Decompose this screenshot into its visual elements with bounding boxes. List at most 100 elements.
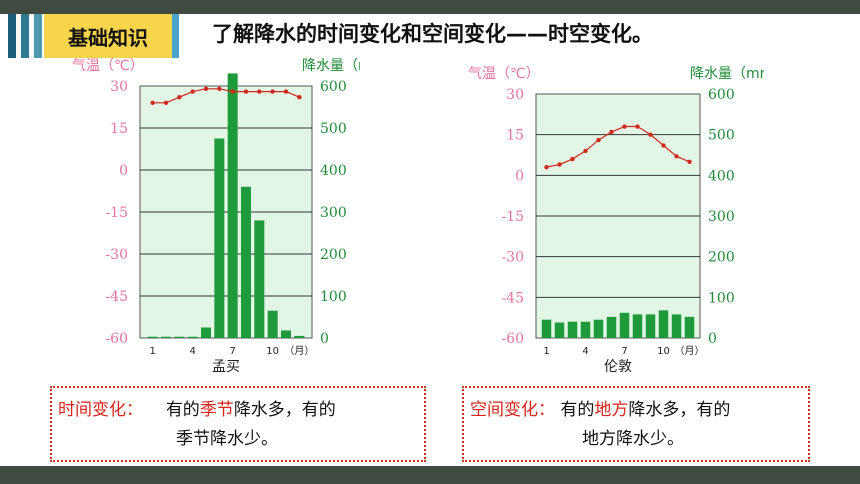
x-unit-label: （月） — [284, 345, 314, 357]
x-tick-label: 7 — [621, 346, 627, 357]
x-tick-label: 1 — [149, 346, 155, 357]
note-line2: 地方降水少。 — [582, 429, 684, 449]
y-right-tick-label: 600 — [708, 87, 735, 103]
section-tag-edge — [172, 14, 179, 58]
temperature-point — [163, 100, 169, 105]
x-tick-label: 10 — [266, 346, 279, 357]
x-tick-label: 10 — [657, 346, 670, 357]
temperature-point — [230, 89, 235, 94]
temperature-point — [150, 100, 155, 105]
y-left-tick-label: -30 — [105, 247, 128, 263]
y-right-tick-label: 400 — [708, 168, 735, 184]
note-text: 有的 — [165, 400, 200, 420]
temperature-point — [622, 124, 627, 129]
x-tick-label: 4 — [189, 346, 195, 357]
temperature-point — [217, 86, 222, 91]
temperature-point — [544, 165, 549, 170]
precip-bar — [619, 312, 630, 338]
y-left-tick-label: 30 — [506, 87, 524, 103]
chart-title: 孟买 — [212, 359, 240, 375]
precip-bar — [658, 310, 669, 338]
precip-bar — [201, 327, 211, 338]
precip-bar — [187, 336, 198, 338]
precip-bar — [554, 322, 565, 338]
precip-bar — [645, 314, 656, 338]
precip-bar — [227, 73, 238, 339]
temperature-point — [648, 132, 653, 137]
y-right-tick-label: 100 — [708, 290, 735, 306]
page-title: 了解降水的时间变化和空间变化——时空变化。 — [212, 22, 653, 46]
y-right-axis-label: 降水量（mm） — [690, 66, 764, 82]
y-right-tick-label: 400 — [320, 163, 347, 179]
precip-bar — [294, 335, 305, 338]
temperature-point — [570, 156, 575, 162]
y-right-tick-label: 300 — [708, 209, 735, 225]
note-label: 空间变化： — [470, 400, 555, 420]
temperature-line — [546, 125, 690, 168]
precip-bar — [580, 321, 591, 338]
y-left-tick-label: 30 — [110, 79, 128, 95]
y-left-tick-label: 15 — [506, 128, 524, 144]
y-right-tick-label: 0 — [708, 331, 717, 347]
decorative-stripes — [8, 14, 44, 58]
note-line: 时间变化： 有的季节降水多，有的 — [58, 396, 336, 425]
temperature-point — [687, 159, 692, 164]
x-tick-label: 4 — [582, 346, 588, 357]
precip-bar — [174, 336, 185, 338]
precip-bar — [567, 321, 578, 338]
temperature-point — [583, 148, 588, 154]
note-line2: 季节降水少。 — [176, 429, 278, 449]
temperature-point — [177, 95, 182, 100]
temperature-point — [243, 89, 249, 94]
precip-bar — [606, 316, 617, 338]
precip-bar — [161, 336, 171, 338]
temperature-point — [297, 95, 302, 100]
y-right-axis-label: 降水量（mm） — [302, 58, 360, 74]
note-line: 空间变化： 有的地方降水多，有的 — [470, 396, 730, 425]
y-left-tick-label: -45 — [501, 290, 524, 306]
y-left-axis-label: 气温（℃） — [468, 66, 540, 82]
y-right-tick-label: 500 — [320, 121, 347, 137]
note-label: 时间变化： — [58, 400, 143, 420]
x-tick-label: 1 — [543, 346, 549, 357]
temperature-point — [596, 137, 601, 143]
precip-bar — [671, 314, 682, 338]
temperature-point — [674, 154, 679, 159]
y-left-tick-label: 0 — [515, 168, 524, 184]
top-bar — [0, 0, 860, 14]
y-right-tick-label: 500 — [708, 128, 735, 144]
note-text: 降水多，有的 — [233, 400, 336, 420]
y-left-axis-label: 气温（℃） — [72, 58, 144, 74]
y-right-tick-label: 0 — [320, 331, 329, 347]
precip-bar — [267, 310, 278, 338]
y-right-tick-label: 300 — [320, 205, 347, 221]
note-time-variation: 时间变化： 有的季节降水多，有的 季节降水少。 — [50, 386, 426, 462]
y-left-tick-label: 15 — [110, 121, 128, 137]
y-left-tick-label: -15 — [105, 205, 128, 221]
temperature-point — [609, 129, 614, 135]
temperature-point — [635, 124, 640, 129]
note-highlight: 地方 — [594, 400, 629, 420]
temperature-point — [257, 89, 262, 94]
x-unit-label: （月） — [675, 345, 705, 357]
temperature-point — [203, 86, 209, 91]
precip-bar — [593, 319, 604, 338]
temperature-point — [661, 143, 666, 148]
precip-bar — [632, 314, 643, 338]
x-tick-label: 7 — [229, 346, 235, 357]
note-highlight: 季节 — [199, 400, 234, 420]
y-left-tick-label: -15 — [501, 209, 524, 225]
precip-bar — [254, 220, 265, 338]
precip-bar — [541, 319, 552, 338]
precip-bar — [281, 330, 291, 338]
y-left-tick-label: -60 — [105, 331, 128, 347]
temperature-line — [152, 88, 300, 104]
temperature-point — [283, 89, 289, 94]
temperature-point — [270, 89, 275, 94]
precip-bar — [147, 336, 158, 338]
chart-title: 伦敦 — [604, 359, 632, 375]
note-text: 降水多，有的 — [628, 400, 731, 420]
climate-chart-london: 30 600 15 500 0 400 -15 300 -30 200 -45 100 -60 0 气温（℃… — [468, 66, 764, 375]
y-left-tick-label: 0 — [119, 163, 128, 179]
y-left-tick-label: -30 — [501, 250, 524, 266]
